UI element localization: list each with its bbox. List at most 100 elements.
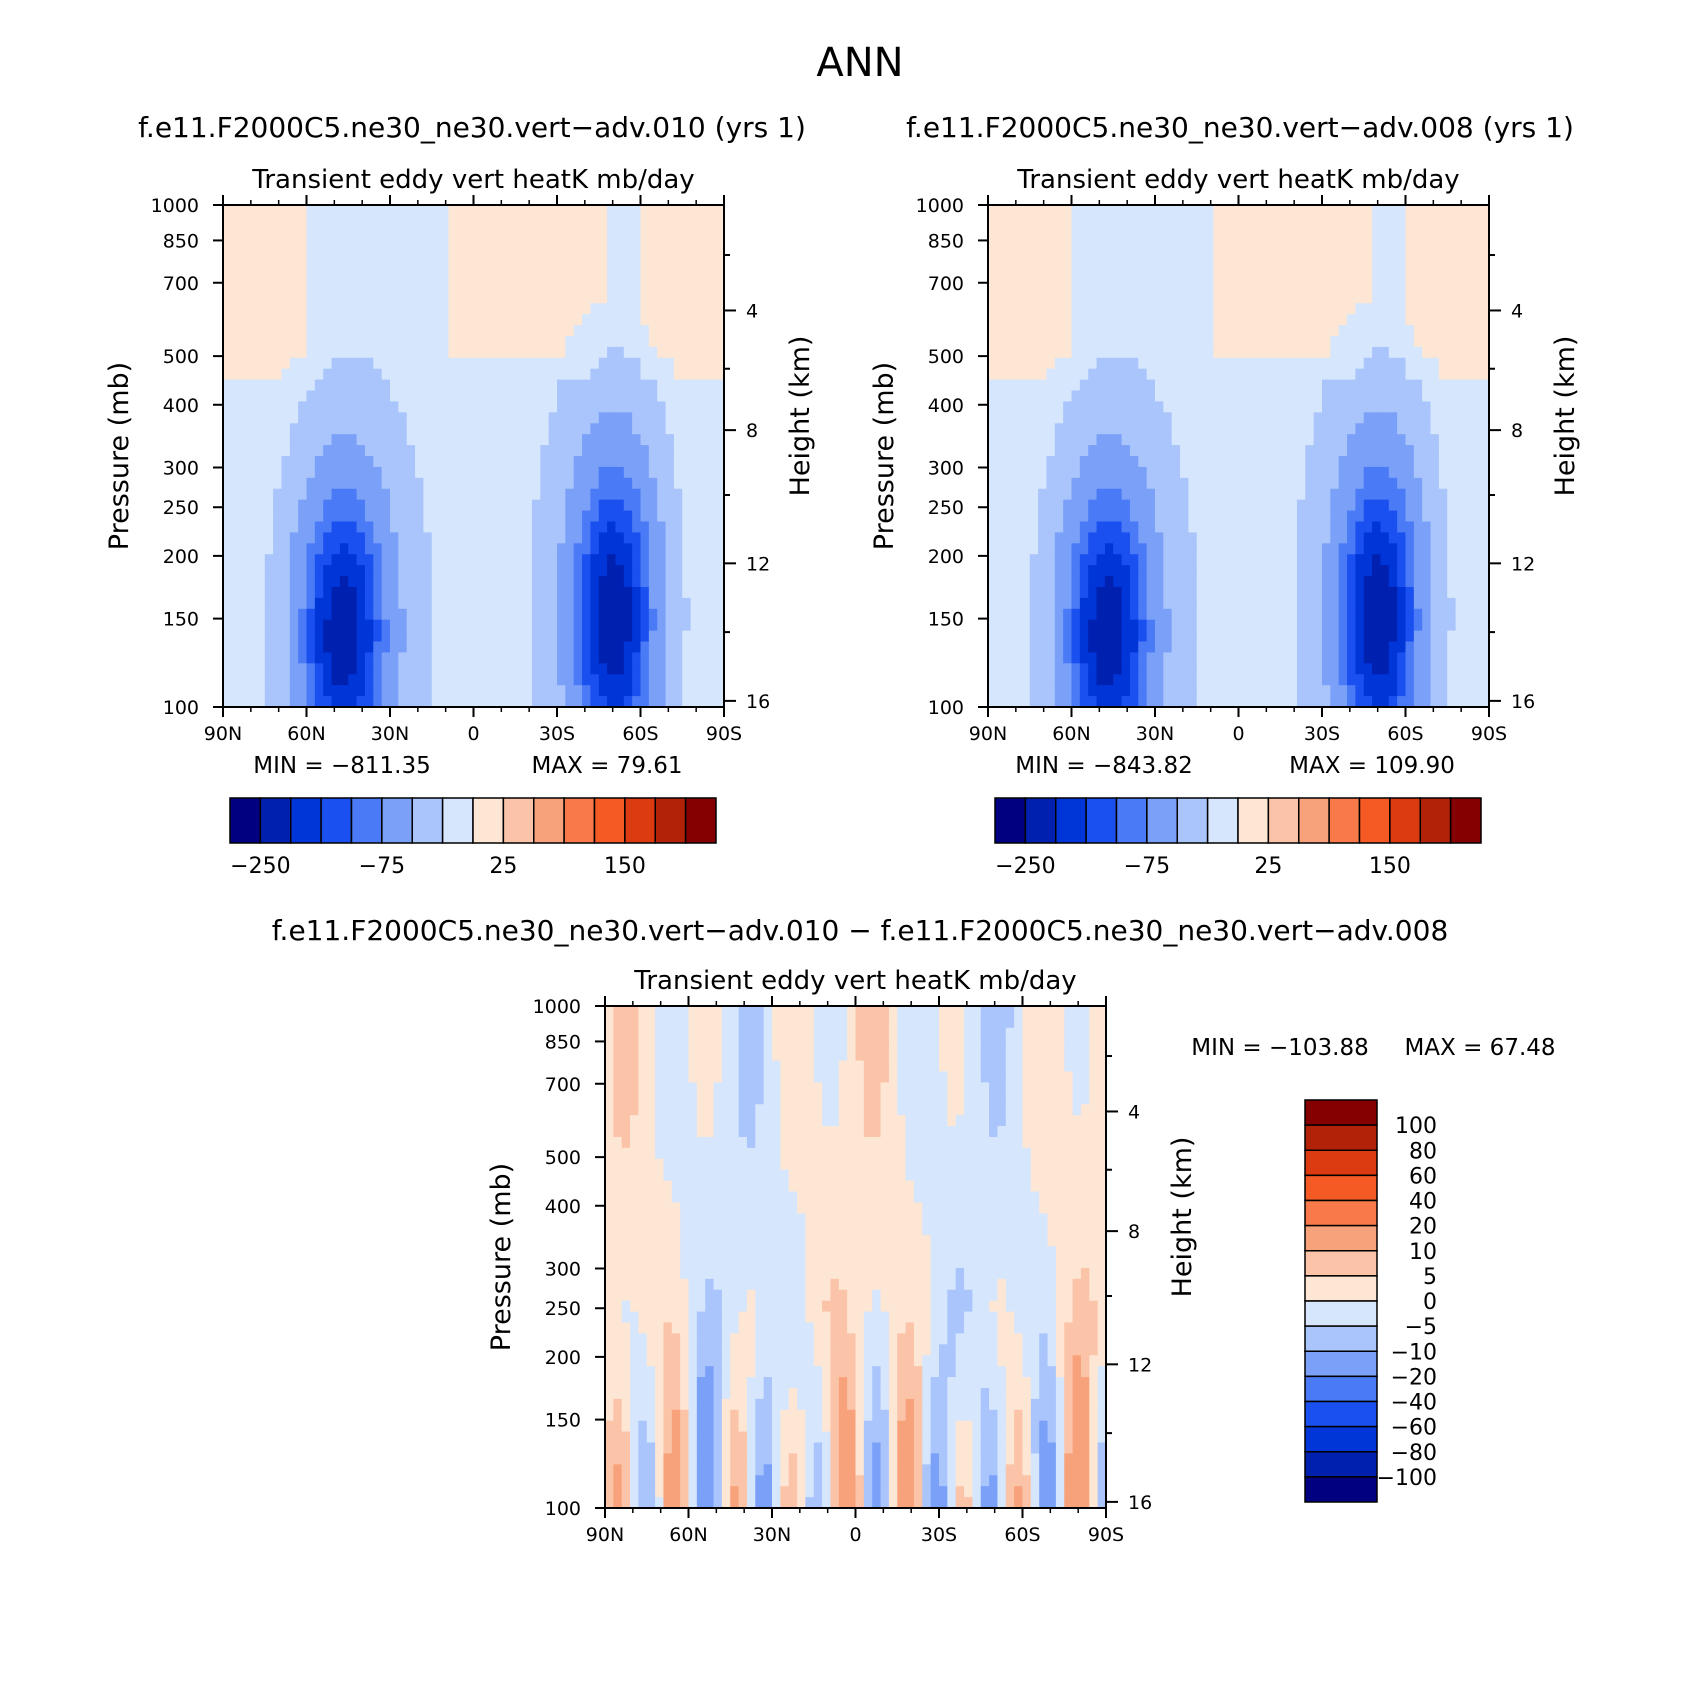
field-cell [523,346,533,359]
field-cell [306,303,316,315]
x-tick-label: 60S [622,723,658,745]
field-cell [1163,303,1173,315]
field-cell [1196,663,1206,675]
field-cell [1038,423,1048,435]
field-cell [1038,499,1048,512]
field-cell [1238,412,1248,424]
field-cell [256,281,266,293]
field-cell [356,543,366,555]
field-cell [1347,335,1356,348]
field-cell [1205,630,1215,643]
field-cell [1029,434,1039,446]
field-cell [323,226,333,239]
field-cell [1163,434,1173,446]
field-cell [390,521,399,533]
field-cell [715,456,724,468]
field-cell [715,259,724,272]
field-cell [314,281,324,293]
field-cell [515,292,525,304]
field-cell [1280,226,1290,239]
field-cell [1338,597,1348,610]
field-cell [623,412,633,424]
field-cell [531,619,541,632]
field-cell [273,608,283,621]
field-cell [1071,685,1081,697]
field-cell [281,259,291,272]
field-cell [339,685,349,697]
field-cell [440,521,450,533]
field-cell [1263,335,1273,348]
field-cell [548,597,558,610]
field-cell [523,630,533,643]
field-cell [665,281,675,293]
field-cell [1096,226,1106,239]
field-cell [1255,281,1265,293]
field-cell [281,663,291,675]
field-cell [523,205,533,217]
field-cell [306,499,316,512]
field-cell [607,488,617,501]
field-cell [223,390,232,403]
field-cell [248,357,257,370]
field-cell [323,565,333,577]
field-cell [1322,335,1331,348]
field-cell [557,205,566,217]
colorbar-box [684,797,717,844]
field-cell [339,346,349,359]
field-cell [440,586,450,599]
field-cell [431,619,441,632]
field-cell [1305,205,1315,217]
field-cell [673,248,683,261]
field-cell [1071,368,1081,381]
field-cell [223,674,232,686]
field-cell [1171,554,1181,566]
field-cell [657,325,667,337]
field-cell [1296,379,1306,392]
field-cell [1104,368,1114,381]
field-cell [632,532,642,544]
field-cell [682,248,692,261]
field-cell [1146,543,1156,555]
field-cell [364,434,374,446]
field-cell [1230,521,1240,533]
field-cell [698,270,708,282]
field-cell [540,303,550,315]
field-cell [523,357,533,370]
field-cell [298,226,308,239]
field-cell [1238,390,1248,403]
field-cell [582,314,591,326]
field-cell [1071,237,1081,250]
field-cell [515,303,525,315]
field-cell [1063,466,1073,479]
field-cell [1338,445,1348,457]
field-cell [473,292,483,304]
field-cell [1180,325,1189,337]
field-cell [573,379,583,392]
field-cell [456,215,466,228]
field-cell [531,401,541,413]
field-cell [1104,434,1114,446]
field-cell [373,259,383,272]
field-cell [548,226,558,239]
field-cell [289,521,299,533]
field-cell [682,466,692,479]
field-cell [373,445,383,457]
field-cell [431,641,441,654]
field-cell [590,434,600,446]
field-cell [423,565,433,577]
field-cell [1180,554,1189,566]
field-cell [473,368,483,381]
field-cell [1305,630,1315,643]
field-cell [1138,292,1148,304]
field-cell [406,696,416,707]
field-cell [1305,532,1315,544]
field-cell [573,368,583,381]
field-cell [1313,554,1323,566]
field-cell [1196,608,1206,621]
field-cell [256,663,266,675]
field-cell [373,586,383,599]
field-cell [1180,215,1189,228]
field-cell [314,401,324,413]
field-cell [1313,412,1323,424]
field-cell [1054,521,1064,533]
